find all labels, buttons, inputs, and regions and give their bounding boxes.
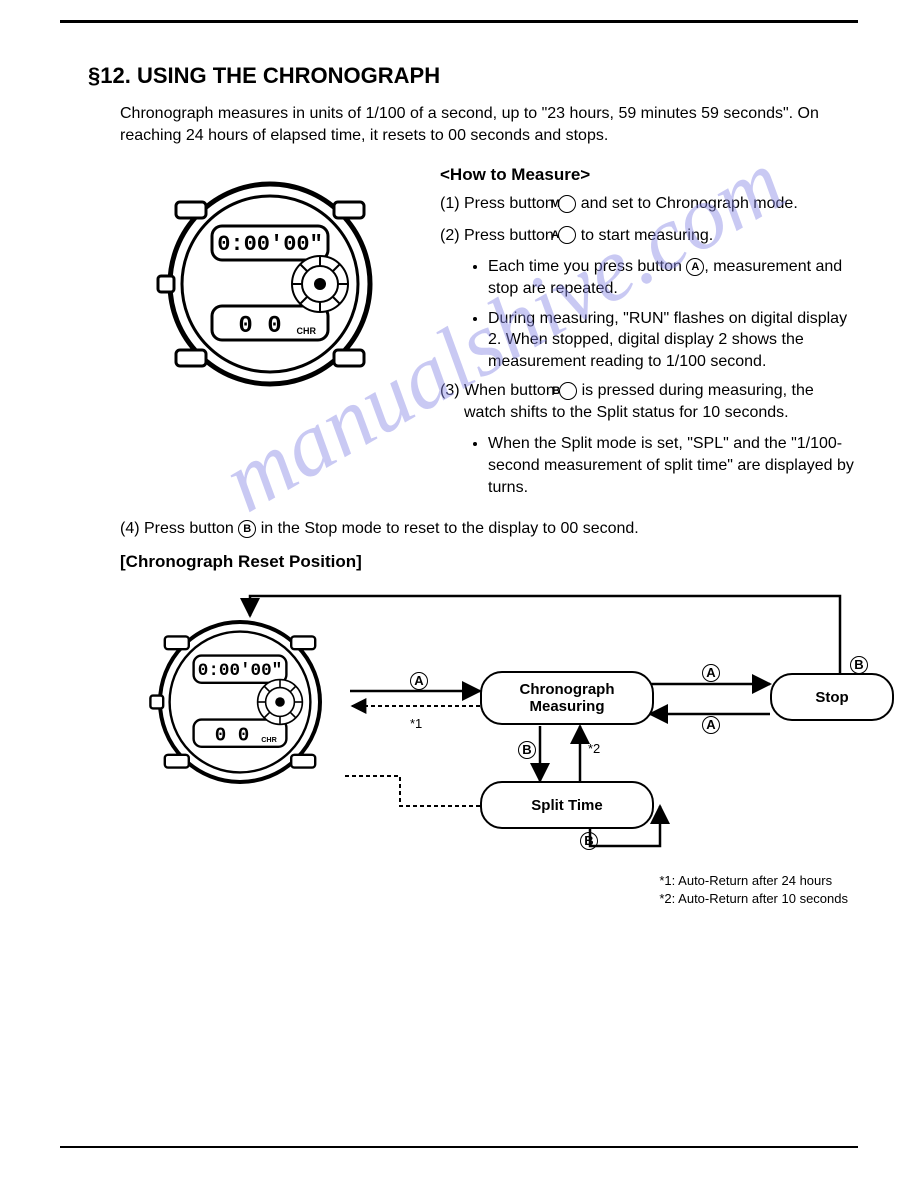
intro-paragraph: Chronograph measures in units of 1/100 o… <box>120 103 858 146</box>
step-3: (3) When button B is pressed during meas… <box>440 380 858 423</box>
step-1: (1) Press button M and set to Chronograp… <box>440 193 858 215</box>
step-2-bullet-2: During measuring, "RUN" flashes on digit… <box>488 308 858 373</box>
section-number: §12. <box>88 63 131 88</box>
footnote-1: *1: Auto-Return after 24 hours <box>659 872 848 890</box>
edge-star2: *2 <box>588 741 600 756</box>
bottom-rule <box>60 1146 858 1148</box>
step-3-prefix: (3) When button <box>440 382 559 399</box>
howto-heading: <How to Measure> <box>440 164 858 187</box>
node-measuring-l2: Measuring <box>529 698 604 715</box>
node-split-time: Split Time <box>480 781 654 829</box>
step-2-b1-prefix: Each time you press button <box>488 258 686 275</box>
reset-position-heading: [Chronograph Reset Position] <box>120 552 858 572</box>
button-a-icon: A <box>686 258 704 276</box>
footnotes: *1: Auto-Return after 24 hours *2: Auto-… <box>659 872 848 908</box>
top-rule <box>60 20 858 23</box>
button-a-icon: A <box>558 226 576 244</box>
node-stop: Stop <box>770 673 894 721</box>
step-1-prefix: (1) Press button <box>440 195 558 212</box>
watch-figure-top: 0:00'00" 0 0 CHR <box>120 164 420 506</box>
step-3-bullet-1: When the Split mode is set, "SPL" and th… <box>488 433 858 498</box>
node-measuring-l1: Chronograph <box>520 681 615 698</box>
step-4-prefix: (4) Press button <box>120 520 238 537</box>
node-chronograph-measuring: Chronograph Measuring <box>480 671 654 725</box>
step-4: (4) Press button B in the Stop mode to r… <box>120 520 858 538</box>
button-b-icon: B <box>559 382 577 400</box>
svg-text:0:00'00": 0:00'00" <box>217 232 323 257</box>
edge-star1: *1 <box>410 716 422 731</box>
step-2-prefix: (2) Press button <box>440 227 558 244</box>
step-2: (2) Press button A to start measuring. <box>440 225 858 247</box>
button-b-icon: B <box>238 520 256 538</box>
step-1-suffix: and set to Chronograph mode. <box>576 195 797 212</box>
svg-text:0 0: 0 0 <box>238 313 281 340</box>
flowchart: 0:00'00" 0 0 CHR <box>120 576 858 886</box>
section-heading: §12. USING THE CHRONOGRAPH <box>88 63 858 89</box>
button-m-icon: M <box>558 195 576 213</box>
footnote-2: *2: Auto-Return after 10 seconds <box>659 890 848 908</box>
step-2-bullet-1: Each time you press button A, measuremen… <box>488 256 858 299</box>
section-title-text: USING THE CHRONOGRAPH <box>137 63 440 88</box>
step-4-suffix: in the Stop mode to reset to the display… <box>256 520 638 537</box>
step-2-suffix: to start measuring. <box>576 227 713 244</box>
svg-text:CHR: CHR <box>297 326 317 336</box>
